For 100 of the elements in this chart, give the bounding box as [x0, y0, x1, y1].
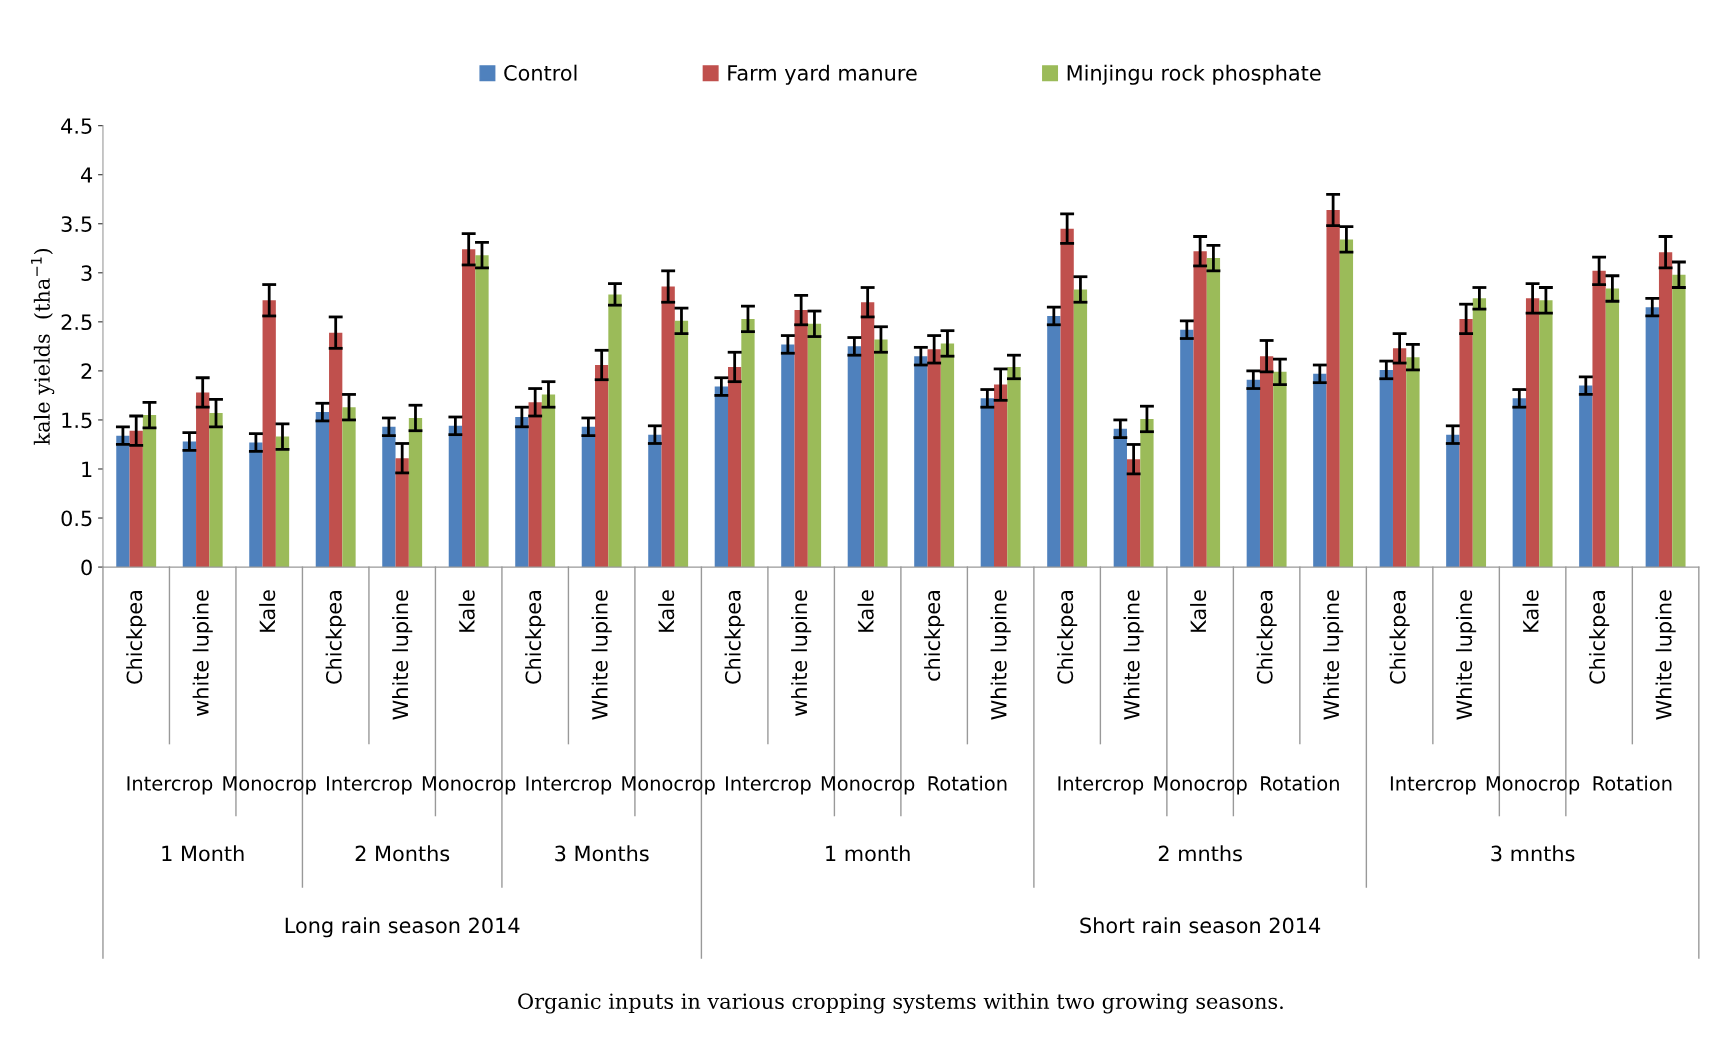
bar [1047, 315, 1061, 568]
bar [462, 249, 476, 568]
bar [940, 343, 955, 568]
bar [1672, 274, 1686, 568]
bar [1446, 434, 1460, 568]
y-tick-label: 3.5 [61, 216, 92, 232]
y-tick-label: 4 [81, 167, 93, 183]
y-tick-label: 3 [81, 265, 92, 282]
bar [1273, 371, 1287, 568]
y-tick-label: 0 [81, 559, 92, 576]
bar [262, 300, 276, 568]
x-tick-label: Chickpea [325, 591, 346, 684]
bar [1126, 459, 1141, 568]
x-tick-label: Chickpea [724, 591, 745, 684]
bar [1525, 298, 1540, 568]
bar [794, 310, 808, 568]
text: Intercrop [725, 776, 811, 795]
bar [116, 435, 130, 568]
text: Long rain season 2014 [285, 917, 520, 938]
text: 1 Month [162, 845, 244, 862]
text: 1 month [826, 845, 910, 862]
legend-label: Control [504, 64, 577, 81]
bar [515, 416, 529, 568]
x-tick-label: Chickpea [1057, 591, 1078, 684]
bar [927, 349, 941, 568]
text: Monocrop [422, 776, 516, 795]
bar [608, 294, 622, 568]
bar [395, 458, 409, 568]
x-tick-label: Kale [458, 590, 475, 632]
text: Intercrop [526, 776, 612, 795]
text: 3 Months [555, 845, 649, 862]
bar [209, 413, 223, 568]
x-tick-label: White lupine [990, 590, 1011, 720]
bar [1180, 329, 1194, 568]
y-tick-label: 1 [82, 461, 92, 477]
bar [714, 386, 729, 568]
text: Monocrop [223, 776, 316, 795]
bar [315, 412, 330, 568]
text: 2 mnths [1158, 845, 1242, 862]
x-tick-label: Chickpea [1589, 591, 1610, 684]
x-tick-label: Chickpea [1389, 591, 1410, 684]
bar [674, 320, 689, 568]
bar [382, 426, 396, 568]
x-tick-label: White lupine [1655, 590, 1676, 720]
x-tick-label: White lupine [392, 590, 413, 720]
legend-label: Farm yard manure [728, 64, 917, 85]
bar [741, 318, 755, 568]
text: Organic inputs in various cropping systems within two growing seasons. [518, 992, 1283, 1014]
bar [980, 398, 994, 568]
bar [847, 346, 861, 568]
bar [448, 425, 463, 568]
bar [874, 339, 888, 568]
bar [329, 332, 343, 568]
x-tick-label: Chickpea [126, 591, 147, 684]
y-tick-label: 2 [81, 363, 92, 379]
text: Rotation [1261, 775, 1339, 791]
bar [1113, 428, 1127, 568]
bar [129, 430, 143, 568]
y-tick-label: 1.5 [62, 412, 92, 429]
bar [1592, 270, 1606, 568]
bar [1193, 251, 1207, 568]
bar [1512, 398, 1526, 568]
text: Intercrop [327, 776, 412, 795]
text: Rotation [1593, 775, 1672, 791]
bar [1472, 298, 1487, 568]
bar [1459, 318, 1473, 568]
bar [1406, 357, 1420, 568]
bar [1326, 210, 1340, 568]
x-tick-label: Kale [857, 590, 874, 632]
text: Monocrop [622, 776, 715, 795]
bar [914, 356, 928, 568]
bar [1259, 356, 1274, 568]
text: Monocrop [1154, 776, 1247, 795]
text: Intercrop [1390, 776, 1476, 795]
bar [648, 434, 662, 568]
bar [475, 255, 489, 568]
bar [1140, 418, 1154, 568]
bar [142, 415, 157, 568]
text: Intercrop [1058, 776, 1144, 795]
bar [1073, 289, 1088, 568]
bar [781, 344, 795, 568]
bar [1246, 379, 1260, 568]
y-axis-title: kale yields (tha$^{−1}$) [31, 248, 55, 445]
bar [861, 302, 875, 568]
x-tick-label: White lupine [591, 590, 612, 720]
bar [1339, 239, 1354, 568]
bar [275, 436, 290, 568]
text: Monocrop [1486, 776, 1580, 795]
x-tick-label: White lupine [1456, 590, 1477, 720]
x-tick-label: white lupine [791, 590, 812, 716]
bar [342, 407, 356, 568]
bar [581, 426, 596, 568]
x-tick-label: Kale [658, 590, 675, 632]
x-tick-label: Chickpea [525, 591, 546, 684]
bar [1645, 307, 1659, 568]
y-tick-label: 0.5 [61, 510, 92, 527]
bar [249, 442, 263, 568]
bar [595, 365, 609, 568]
x-tick-label: white lupine [192, 590, 213, 716]
x-tick-label: Kale [1190, 590, 1207, 632]
